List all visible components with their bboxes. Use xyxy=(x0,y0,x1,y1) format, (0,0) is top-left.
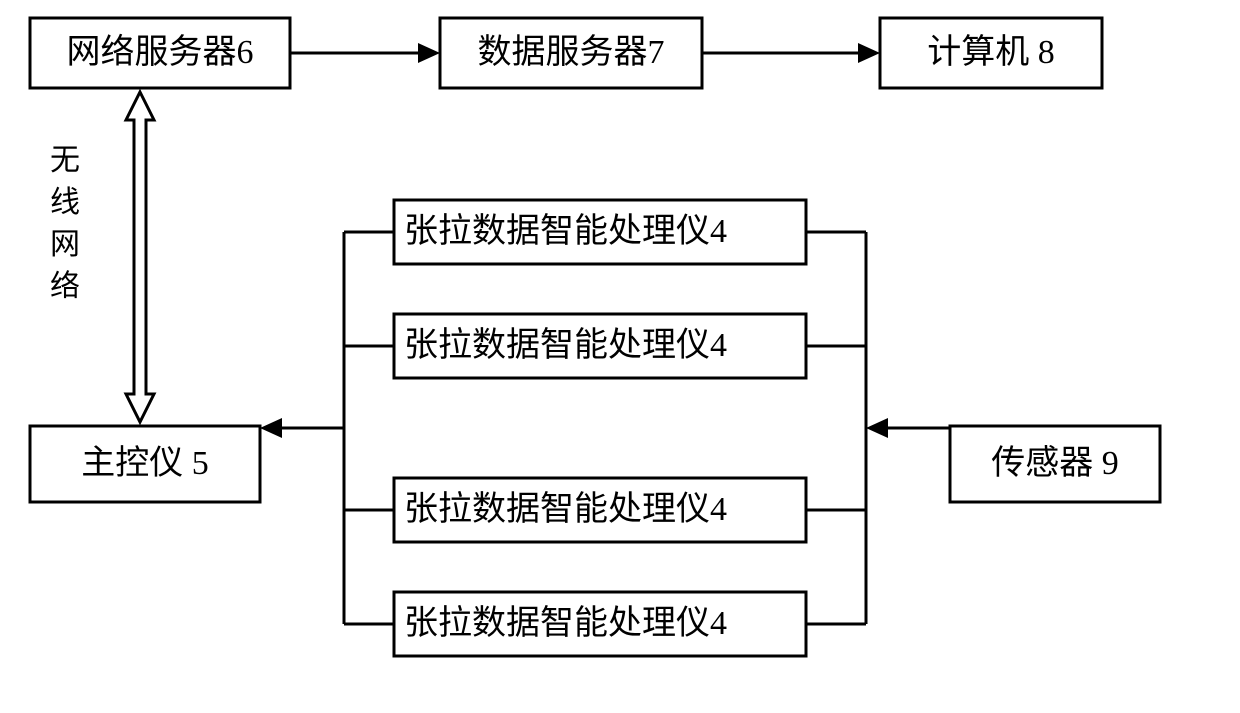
node-label-computer: 计算机 8 xyxy=(927,33,1055,71)
node-label-master: 主控仪 5 xyxy=(81,444,209,482)
node-label-proc1: 张拉数据智能处理仪4 xyxy=(404,212,727,250)
node-label-sensor: 传感器 9 xyxy=(991,444,1119,482)
node-label-net_server: 网络服务器6 xyxy=(67,33,254,71)
wireless-label-char-2: 网 xyxy=(50,228,80,261)
node-label-proc2: 张拉数据智能处理仪4 xyxy=(404,326,727,364)
wireless-link-arrow xyxy=(126,92,154,422)
node-label-proc3: 张拉数据智能处理仪4 xyxy=(404,490,727,528)
node-label-data_server: 数据服务器7 xyxy=(478,33,665,71)
wireless-label-char-1: 线 xyxy=(50,186,80,219)
system-diagram: 网络服务器6 数据服务器7 计算机 8 主控仪 5 张拉数据智能处理仪4 张拉数据智能处理… xyxy=(0,0,1240,713)
node-label-proc4: 张拉数据智能处理仪4 xyxy=(404,604,727,642)
wireless-label-char-0: 无 xyxy=(50,144,80,177)
wireless-label-char-3: 络 xyxy=(50,270,80,303)
